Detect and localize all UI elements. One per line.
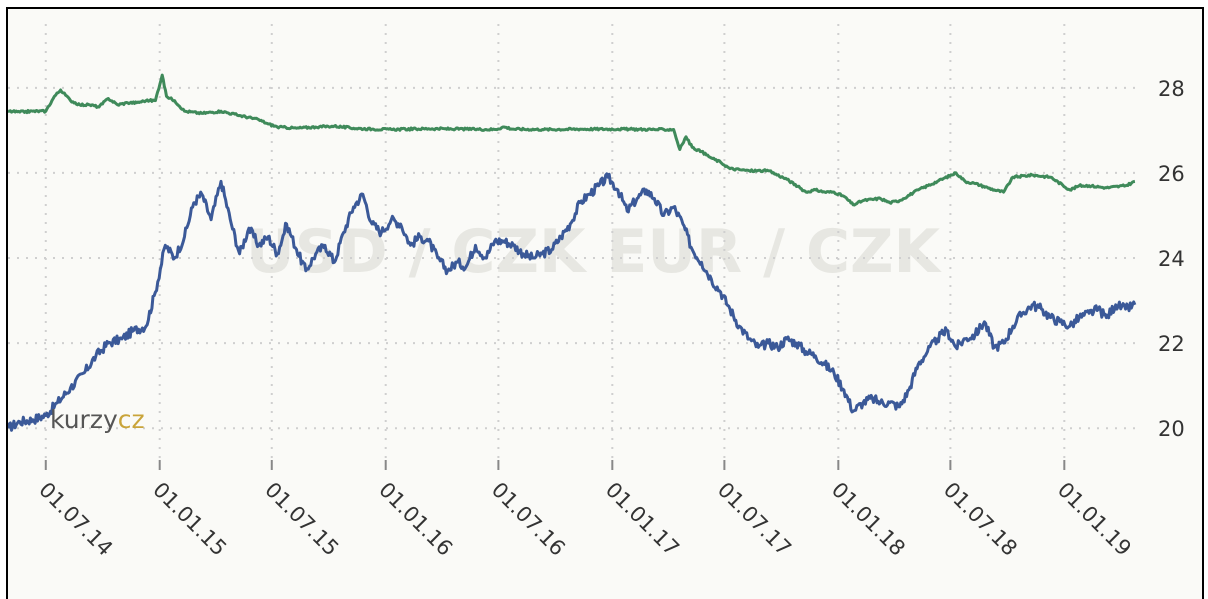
x-tick-label: 01.01.19 <box>1053 478 1136 561</box>
logo-text: kurzycz <box>50 405 145 434</box>
x-tick-label: 01.01.17 <box>601 478 684 561</box>
y-tick-label: 24 <box>1158 247 1185 271</box>
y-tick-label: 20 <box>1158 417 1185 441</box>
x-tick-label: 01.01.16 <box>374 478 457 561</box>
x-tick-label: 01.01.15 <box>148 478 231 561</box>
logo: kurzycz <box>50 405 145 434</box>
y-tick-label: 26 <box>1158 162 1185 186</box>
x-tick-label: 01.01.18 <box>827 478 910 561</box>
x-tick-label: 01.07.14 <box>34 478 117 561</box>
x-tick-label: 01.07.15 <box>260 478 343 561</box>
series-line-1 <box>8 172 1137 432</box>
chart-frame: USD / CZK EUR / CZK kurzycz 20 22 24 26 28 0… <box>6 7 1204 599</box>
x-tick-label: 01.07.17 <box>713 478 796 561</box>
exchange-rate-chart: USD / CZK EUR / CZK kurzycz 20 22 24 26 28 0… <box>8 24 1185 561</box>
x-tick-label: 01.07.16 <box>487 478 570 561</box>
series-layer <box>8 73 1137 432</box>
y-axis: 20 22 24 26 28 <box>1158 77 1185 441</box>
y-tick-label: 22 <box>1158 332 1185 356</box>
x-axis: 01.07.14 01.01.15 01.07.15 01.01.16 01.07.16… <box>34 460 1136 561</box>
x-tick-label: 01.07.18 <box>939 478 1022 561</box>
grid-layer <box>8 24 1138 458</box>
y-tick-label: 28 <box>1158 77 1185 101</box>
watermark-layer: USD / CZK EUR / CZK <box>246 217 942 287</box>
series-line-2 <box>8 73 1136 207</box>
logo-text-accent: cz <box>118 405 145 434</box>
watermark-text: USD / CZK EUR / CZK <box>246 217 942 287</box>
logo-text-main: kurzy <box>50 405 118 434</box>
